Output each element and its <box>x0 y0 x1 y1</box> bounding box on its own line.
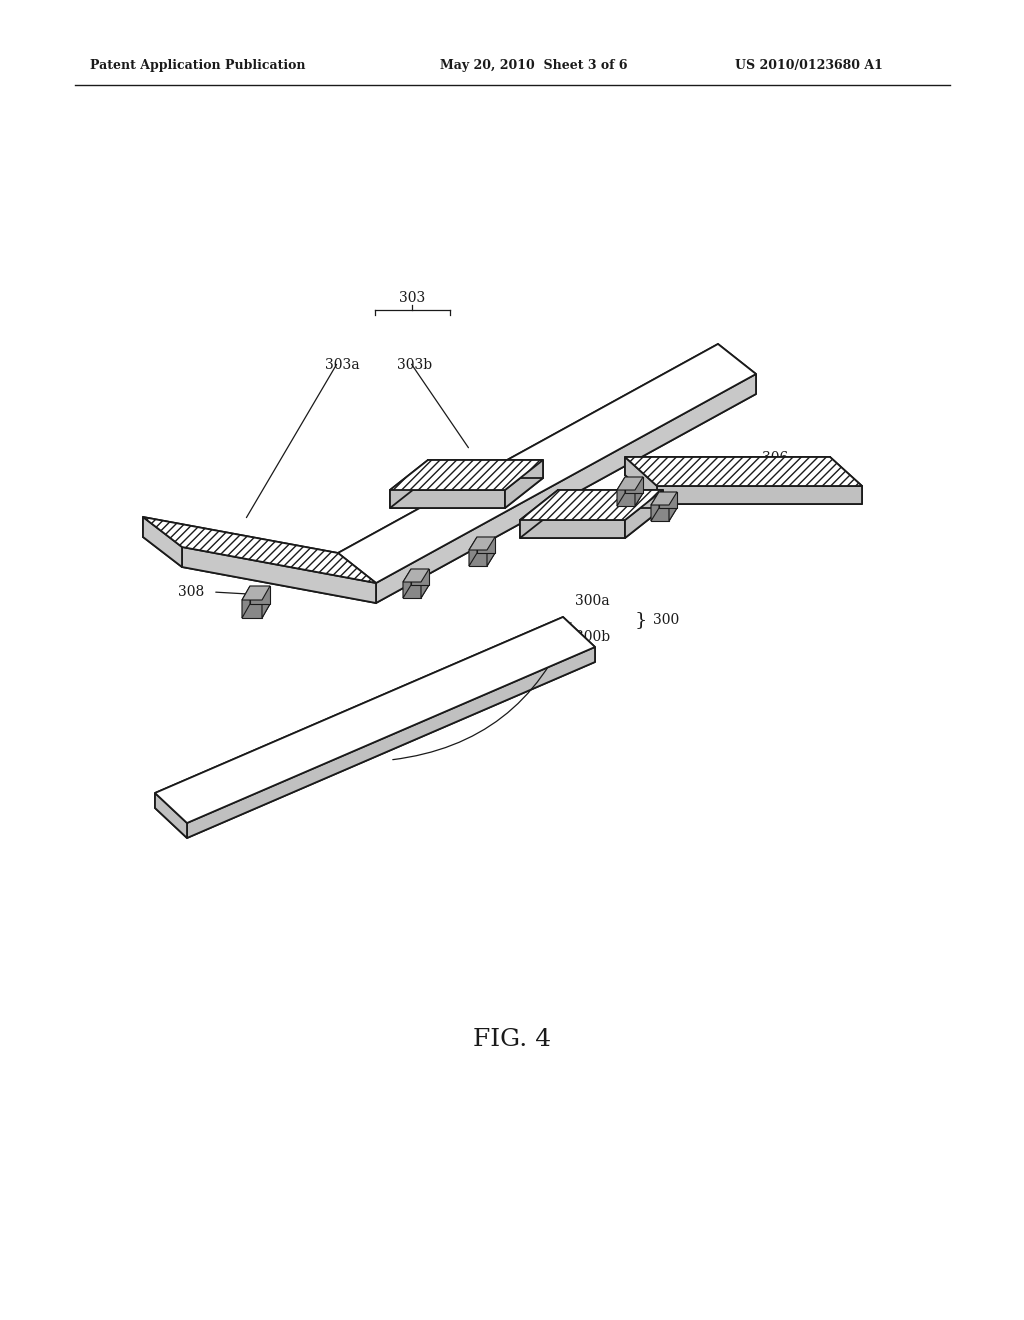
Polygon shape <box>469 550 487 566</box>
Polygon shape <box>242 601 262 618</box>
Polygon shape <box>155 632 595 838</box>
Polygon shape <box>651 492 677 506</box>
Polygon shape <box>242 586 250 618</box>
Polygon shape <box>262 586 270 618</box>
Polygon shape <box>338 345 718 573</box>
Text: 300: 300 <box>653 612 679 627</box>
Polygon shape <box>625 490 663 539</box>
Text: Patent Application Publication: Patent Application Publication <box>90 58 305 71</box>
Polygon shape <box>338 345 756 583</box>
Polygon shape <box>390 459 428 508</box>
Polygon shape <box>617 477 625 506</box>
Polygon shape <box>338 364 756 603</box>
Polygon shape <box>520 490 663 520</box>
Polygon shape <box>403 582 421 598</box>
Text: FIG. 4: FIG. 4 <box>473 1028 551 1052</box>
Polygon shape <box>143 517 338 573</box>
Polygon shape <box>390 478 543 508</box>
Text: }: } <box>635 611 647 630</box>
Text: 300a: 300a <box>575 594 609 609</box>
Polygon shape <box>403 585 429 598</box>
Polygon shape <box>469 553 495 566</box>
Polygon shape <box>143 517 376 583</box>
Polygon shape <box>469 537 477 566</box>
Text: US 2010/0123680 A1: US 2010/0123680 A1 <box>735 58 883 71</box>
Polygon shape <box>242 586 270 601</box>
Polygon shape <box>421 569 429 598</box>
Polygon shape <box>657 486 862 504</box>
Polygon shape <box>338 553 376 603</box>
Polygon shape <box>625 457 830 475</box>
Polygon shape <box>155 793 187 838</box>
Polygon shape <box>155 616 563 808</box>
Text: 303a: 303a <box>325 358 359 372</box>
Polygon shape <box>403 569 429 582</box>
Text: 300b: 300b <box>575 630 610 644</box>
Text: 308: 308 <box>178 585 204 599</box>
Polygon shape <box>155 616 595 822</box>
Polygon shape <box>411 569 429 585</box>
Polygon shape <box>182 546 376 603</box>
Polygon shape <box>625 477 643 492</box>
Polygon shape <box>428 459 543 478</box>
Polygon shape <box>390 459 543 490</box>
Polygon shape <box>520 520 625 539</box>
Polygon shape <box>143 517 182 568</box>
Polygon shape <box>558 490 663 508</box>
Polygon shape <box>651 506 669 521</box>
Polygon shape <box>376 374 756 603</box>
Polygon shape <box>651 492 659 521</box>
Polygon shape <box>242 605 270 618</box>
Polygon shape <box>659 492 677 508</box>
Polygon shape <box>669 492 677 521</box>
Text: 303: 303 <box>399 290 425 305</box>
Text: 303b: 303b <box>397 358 432 372</box>
Polygon shape <box>469 537 495 550</box>
Polygon shape <box>625 457 657 504</box>
Polygon shape <box>477 537 495 553</box>
Polygon shape <box>143 537 376 603</box>
Polygon shape <box>718 345 756 393</box>
Polygon shape <box>520 508 663 539</box>
Polygon shape <box>563 616 595 663</box>
Polygon shape <box>830 457 862 504</box>
Polygon shape <box>617 490 635 506</box>
Text: May 20, 2010  Sheet 3 of 6: May 20, 2010 Sheet 3 of 6 <box>440 58 628 71</box>
Polygon shape <box>617 477 643 490</box>
Polygon shape <box>651 508 677 521</box>
Polygon shape <box>635 477 643 506</box>
Polygon shape <box>505 459 543 508</box>
Polygon shape <box>625 475 862 504</box>
Polygon shape <box>487 537 495 566</box>
Polygon shape <box>617 492 643 506</box>
Polygon shape <box>338 553 376 603</box>
Polygon shape <box>250 586 270 605</box>
Polygon shape <box>403 569 411 598</box>
Polygon shape <box>520 490 558 539</box>
Polygon shape <box>625 457 862 486</box>
Polygon shape <box>187 647 595 838</box>
Polygon shape <box>390 490 505 508</box>
Text: 306: 306 <box>762 451 788 465</box>
